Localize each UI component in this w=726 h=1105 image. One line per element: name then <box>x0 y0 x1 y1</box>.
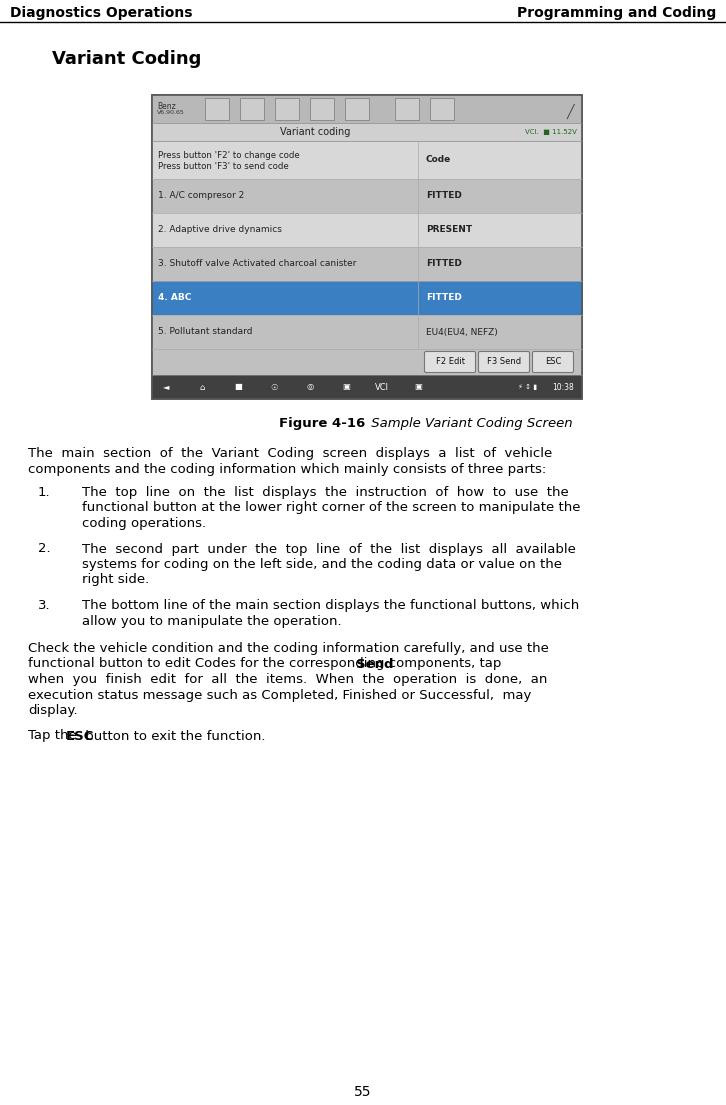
Bar <box>152 123 582 141</box>
Text: F3 Send: F3 Send <box>487 358 521 367</box>
Bar <box>152 248 582 281</box>
Text: The  top  line  on  the  list  displays  the  instruction  of  how  to  use  the: The top line on the list displays the in… <box>82 486 568 499</box>
Text: The  main  section  of  the  Variant  Coding  screen  displays  a  list  of  veh: The main section of the Variant Coding s… <box>28 448 552 460</box>
FancyBboxPatch shape <box>430 98 454 120</box>
Text: Variant Coding: Variant Coding <box>52 50 201 69</box>
Text: ESC: ESC <box>65 729 94 743</box>
FancyBboxPatch shape <box>425 351 476 372</box>
FancyBboxPatch shape <box>275 98 299 120</box>
Text: Tap the: Tap the <box>28 729 81 743</box>
Bar <box>152 281 582 315</box>
FancyBboxPatch shape <box>240 98 264 120</box>
Bar <box>152 213 582 248</box>
Text: ⚡ ↕ ▮: ⚡ ↕ ▮ <box>518 383 537 390</box>
Text: button to exit the function.: button to exit the function. <box>81 729 266 743</box>
Bar <box>152 141 582 179</box>
Text: Send: Send <box>356 657 393 671</box>
Text: F2 Edit: F2 Edit <box>436 358 465 367</box>
FancyBboxPatch shape <box>310 98 334 120</box>
Text: ▣: ▣ <box>342 382 350 391</box>
Text: ◄: ◄ <box>163 382 169 391</box>
Text: Press button 'F3' to send code: Press button 'F3' to send code <box>158 162 289 171</box>
Text: Figure 4-16: Figure 4-16 <box>279 417 365 430</box>
Text: components and the coding information which mainly consists of three parts:: components and the coding information wh… <box>28 463 546 475</box>
FancyBboxPatch shape <box>478 351 529 372</box>
Text: right side.: right side. <box>82 573 150 587</box>
Bar <box>152 95 582 123</box>
Text: The  second  part  under  the  top  line  of  the  list  displays  all  availabl: The second part under the top line of th… <box>82 543 576 556</box>
Text: Variant coding: Variant coding <box>280 127 351 137</box>
Text: 2. Adaptive drive dynamics: 2. Adaptive drive dynamics <box>158 225 282 234</box>
Text: FITTED: FITTED <box>426 191 462 200</box>
Text: 4. ABC: 4. ABC <box>158 294 192 303</box>
FancyBboxPatch shape <box>532 351 574 372</box>
Text: Code: Code <box>426 156 452 165</box>
Text: 55: 55 <box>354 1085 372 1099</box>
Text: Programming and Coding: Programming and Coding <box>517 6 716 20</box>
Text: Sample Variant Coding Screen: Sample Variant Coding Screen <box>367 417 573 430</box>
Text: ESC: ESC <box>544 358 561 367</box>
Text: functional button at the lower right corner of the screen to manipulate the: functional button at the lower right cor… <box>82 502 581 515</box>
Bar <box>152 375 582 399</box>
Text: The bottom line of the main section displays the functional buttons, which: The bottom line of the main section disp… <box>82 599 579 612</box>
FancyBboxPatch shape <box>205 98 229 120</box>
Text: systems for coding on the left side, and the coding data or value on the: systems for coding on the left side, and… <box>82 558 562 571</box>
Text: 3.: 3. <box>38 599 51 612</box>
Text: V6.90.65: V6.90.65 <box>157 110 184 115</box>
Text: FITTED: FITTED <box>426 260 462 269</box>
Bar <box>152 95 582 399</box>
Text: Benz: Benz <box>157 102 176 110</box>
Text: 5. Pollutant standard: 5. Pollutant standard <box>158 327 253 337</box>
Bar <box>152 349 582 375</box>
Text: ▣: ▣ <box>414 382 422 391</box>
Bar <box>152 315 582 349</box>
Text: Press button 'F2' to change code: Press button 'F2' to change code <box>158 151 300 160</box>
Text: EU4(EU4, NEFZ): EU4(EU4, NEFZ) <box>426 327 498 337</box>
Text: ◎: ◎ <box>306 382 314 391</box>
Text: FITTED: FITTED <box>426 294 462 303</box>
Text: PRESENT: PRESENT <box>426 225 472 234</box>
Bar <box>152 95 582 399</box>
Text: when  you  finish  edit  for  all  the  items.  When  the  operation  is  done, : when you finish edit for all the items. … <box>28 673 547 686</box>
Text: VCl: VCl <box>375 382 389 391</box>
Text: 3. Shutoff valve Activated charcoal canister: 3. Shutoff valve Activated charcoal cani… <box>158 260 356 269</box>
Text: coding operations.: coding operations. <box>82 517 206 530</box>
Text: 1. A/C compresor 2: 1. A/C compresor 2 <box>158 191 244 200</box>
Text: VCl.  ■ 11.52V: VCl. ■ 11.52V <box>525 129 577 135</box>
Text: Check the vehicle condition and the coding information carefully, and use the: Check the vehicle condition and the codi… <box>28 642 549 655</box>
Text: execution status message such as Completed, Finished or Successful,  may: execution status message such as Complet… <box>28 688 531 702</box>
Text: 1.: 1. <box>38 486 51 499</box>
Bar <box>152 179 582 213</box>
Text: Diagnostics Operations: Diagnostics Operations <box>10 6 192 20</box>
Text: 10:38: 10:38 <box>552 382 574 391</box>
Text: allow you to manipulate the operation.: allow you to manipulate the operation. <box>82 614 342 628</box>
Text: ■: ■ <box>234 382 242 391</box>
Text: ╱: ╱ <box>566 104 574 118</box>
Text: ⌂: ⌂ <box>200 382 205 391</box>
FancyBboxPatch shape <box>395 98 419 120</box>
FancyBboxPatch shape <box>345 98 369 120</box>
Text: 2.: 2. <box>38 543 51 556</box>
Text: functional button to edit Codes for the corresponding components, tap: functional button to edit Codes for the … <box>28 657 505 671</box>
Text: ☉: ☉ <box>270 382 278 391</box>
Text: display.: display. <box>28 704 78 717</box>
